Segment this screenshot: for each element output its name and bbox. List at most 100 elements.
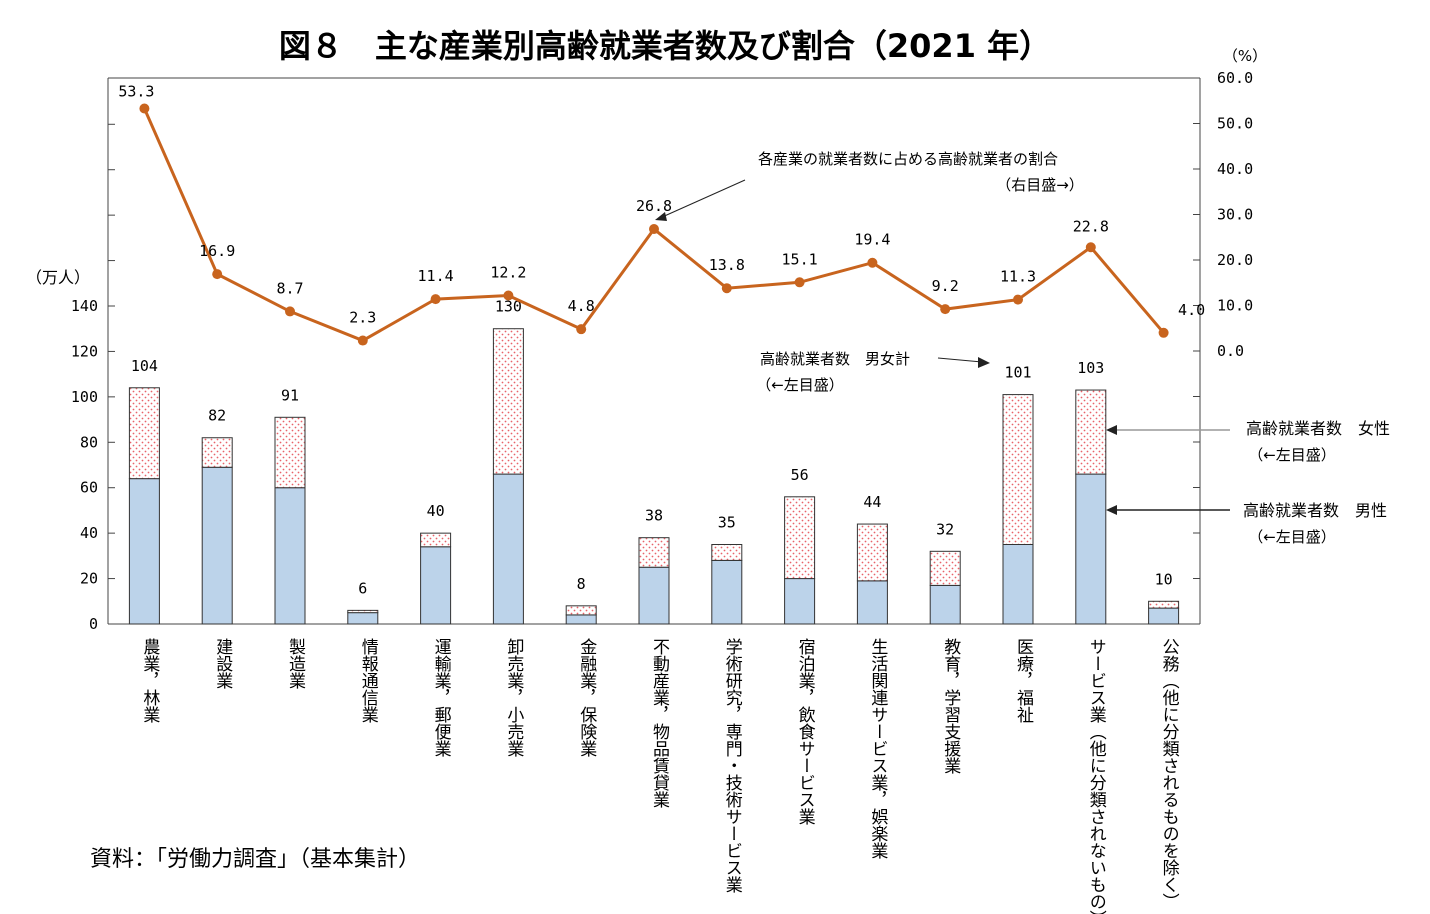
bar-female: [856, 523, 888, 582]
bar-male: [638, 566, 670, 625]
bar-male: [784, 578, 816, 625]
category-label: 金融業，保険業: [576, 638, 597, 757]
total-annotation-line2: （←左目盛）: [756, 376, 844, 394]
ratio-data-label: 2.3: [349, 309, 376, 327]
total-data-label: 56: [791, 466, 809, 484]
bar-male: [420, 546, 452, 625]
bar-female: [711, 544, 743, 561]
bar-female: [1148, 600, 1180, 609]
left-tick-label: 20: [80, 570, 98, 588]
ratio-point: [1013, 294, 1023, 305]
female-annotation-arrowhead: [1106, 425, 1117, 435]
bar-male: [929, 584, 961, 625]
bar-female: [784, 496, 816, 580]
total-data-label: 6: [358, 579, 367, 597]
category-label: 農業，林業: [139, 638, 160, 723]
ratio-data-label: 19.4: [854, 231, 890, 249]
ratio-data-label: 53.3: [118, 82, 154, 100]
category-label: サービス業（他に分類されないもの）: [1086, 638, 1107, 914]
ratio-point: [139, 103, 150, 114]
bar-male: [128, 478, 160, 625]
total-data-label: 44: [863, 493, 881, 511]
ratio-point: [503, 290, 514, 301]
total-data-label: 82: [208, 407, 226, 425]
bar-female: [420, 532, 452, 548]
ratio-data-label: 22.8: [1073, 217, 1109, 235]
total-data-label: 8: [577, 575, 586, 593]
bar-male: [347, 612, 379, 625]
bar-female: [929, 550, 961, 586]
bar-female: [638, 537, 670, 568]
ratio-point: [285, 306, 295, 317]
bar-female: [128, 387, 160, 480]
male-annotation-line1: 高齢就業者数 男性: [1243, 501, 1387, 520]
ratio-point: [212, 269, 223, 280]
left-tick-label: 40: [80, 524, 98, 542]
total-data-label: 91: [281, 386, 299, 404]
left-tick-label: 80: [80, 433, 98, 451]
total-data-label: 101: [1004, 364, 1031, 382]
bar-female: [201, 437, 233, 468]
category-label: 生活関連サービス業，娯楽業: [867, 638, 888, 859]
bar-male: [492, 473, 524, 625]
ratio-data-label: 11.3: [1000, 268, 1036, 286]
ratio-point: [357, 335, 368, 346]
ratio-point: [867, 257, 878, 268]
total-data-label: 32: [936, 520, 954, 538]
category-label: 運輸業，郵便業: [431, 638, 452, 757]
category-label: 情報通信業: [358, 638, 379, 723]
ratio-point: [649, 224, 659, 235]
ratio-point: [1158, 327, 1169, 338]
total-data-label: 35: [718, 514, 736, 532]
right-tick-label: 60.0: [1217, 69, 1253, 87]
female-annotation-line2: （←左目盛）: [1248, 446, 1336, 464]
right-tick-label: 50.0: [1217, 115, 1253, 133]
female-annotation-line1: 高齢就業者数 女性: [1246, 419, 1390, 438]
ratio-point: [794, 277, 805, 288]
bar-female: [1002, 394, 1034, 546]
right-tick-label: 0.0: [1217, 342, 1244, 360]
bar-female: [274, 416, 306, 489]
right-axis-unit: （%）: [1223, 47, 1267, 65]
left-tick-label: 120: [71, 342, 98, 360]
left-tick-label: 140: [71, 297, 98, 315]
ratio-data-label: 8.7: [276, 279, 303, 297]
bar-female: [565, 605, 597, 616]
ratio-point: [1085, 242, 1096, 253]
ratio-point: [721, 283, 732, 294]
category-label: 学術研究，専門・技術サービス業: [722, 638, 743, 893]
category-label: 教育，学習支援業: [940, 638, 961, 774]
right-tick-label: 20.0: [1217, 251, 1253, 269]
left-axis-unit: （万人）: [26, 268, 90, 287]
ratio-data-label: 26.8: [636, 197, 672, 215]
male-annotation-line2: （←左目盛）: [1248, 528, 1336, 546]
ratio-data-label: 11.4: [418, 267, 454, 285]
ratio-annotation-arrowhead: [655, 212, 667, 221]
source-note: 資料：「労働力調査」（基本集計）: [90, 847, 420, 872]
total-data-label: 104: [131, 357, 158, 375]
total-annotation-arrowhead: [978, 357, 990, 368]
total-annotation-pointer: [937, 357, 983, 363]
ratio-annotation-pointer: [659, 179, 746, 219]
category-label: 建設業: [212, 638, 233, 689]
category-label: 宿泊業，飲食サービス業: [795, 638, 816, 825]
ratio-data-label: 4.8: [568, 297, 595, 315]
bar-male: [1002, 544, 1034, 625]
total-annotation-line1: 高齢就業者数 男女計: [760, 350, 910, 368]
category-label: 医療，福祉: [1013, 638, 1034, 723]
male-annotation-arrowhead: [1106, 505, 1117, 515]
total-data-label: 103: [1077, 359, 1104, 377]
chart-title: 図８ 主な産業別高齢就業者数及び割合（2021 年）: [279, 27, 1051, 65]
left-tick-label: 0: [89, 615, 98, 633]
bar-male: [1075, 473, 1107, 625]
right-tick-label: 30.0: [1217, 206, 1253, 224]
bar-male: [274, 487, 306, 625]
ratio-point: [940, 304, 951, 315]
left-tick-label: 60: [80, 479, 98, 497]
ratio-data-label: 4.0: [1178, 301, 1205, 319]
bar-female: [492, 328, 524, 475]
total-data-label: 40: [427, 502, 445, 520]
bar-male: [1148, 607, 1180, 625]
category-label: 公務（他に分類されるものを除く）: [1159, 638, 1180, 910]
